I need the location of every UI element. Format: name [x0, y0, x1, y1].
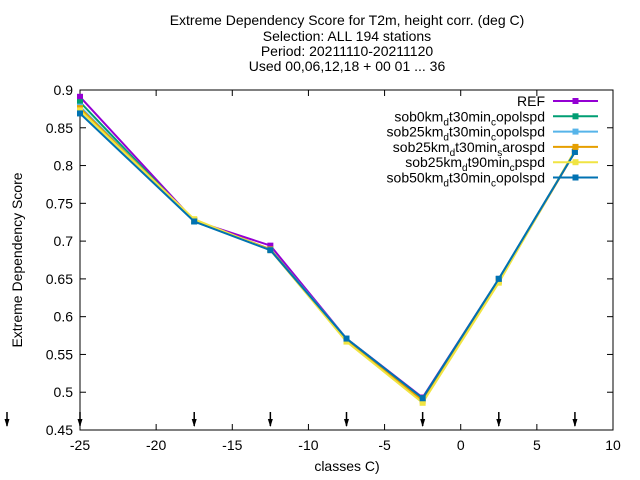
- data-point-0: [77, 93, 83, 100]
- data-point-5: [77, 110, 83, 117]
- legend-sample-point-3: [572, 143, 579, 150]
- data-point-0: [267, 242, 274, 249]
- chart-title-line-3: Period: 20211110-20211120: [260, 43, 434, 59]
- arrow-head: [420, 419, 426, 427]
- x-tick-label: -5: [378, 437, 391, 453]
- y-tick-label: 0.85: [46, 120, 73, 136]
- data-point-5: [571, 148, 578, 155]
- y-tick-label: 0.5: [54, 384, 74, 400]
- arrow-head: [572, 419, 578, 427]
- y-tick-label: 0.45: [46, 422, 73, 438]
- data-point-1: [77, 99, 83, 106]
- chart-title-line-1: Extreme Dependency Score for T2m, height…: [169, 12, 525, 28]
- data-point-5: [343, 335, 350, 342]
- arrow-head: [496, 419, 502, 427]
- x-tick-label: 5: [533, 437, 541, 453]
- chart-title-line-4: Used 00,06,12,18 + 00 01 ... 36: [248, 58, 446, 74]
- legend-label-5: sob50kmdt30mincopolspd: [387, 170, 545, 190]
- y-tick-label: 0.75: [46, 195, 73, 211]
- y-tick-label: 0.55: [46, 346, 73, 362]
- y-tick-label: 0.7: [54, 233, 74, 249]
- arrow-head: [267, 419, 273, 427]
- data-point-5: [495, 275, 502, 282]
- x-tick-label: -20: [146, 437, 166, 453]
- legend-label-4: sob25kmdt90mincpspd: [405, 154, 545, 174]
- legend-label-2: sob25kmdt30mincopolspd: [387, 124, 545, 144]
- x-tick-label: -25: [70, 437, 90, 453]
- chart-title-line-2: Selection: ALL 194 stations: [262, 28, 432, 44]
- data-point-4: [343, 338, 350, 345]
- y-tick-label: 0.6: [54, 309, 74, 325]
- y-tick-label: 0.8: [54, 158, 74, 174]
- legend-sample-point-5: [572, 174, 579, 181]
- legend-sample-point-2: [572, 128, 579, 135]
- legend-label-1: sob0kmdt30mincopolspd: [394, 108, 545, 128]
- x-tick-label: -10: [298, 437, 318, 453]
- series-line-1: [79, 101, 576, 400]
- legend-label-0: REF: [517, 93, 545, 109]
- series-line-0: [79, 96, 576, 399]
- arrow-head: [344, 419, 349, 427]
- data-point-5: [191, 218, 198, 225]
- legend-sample-point-4: [572, 159, 579, 166]
- arrow-head: [77, 419, 83, 427]
- legend-sample-point-0: [572, 98, 579, 104]
- arrow-head: [191, 419, 197, 427]
- data-point-4: [77, 107, 83, 114]
- data-point-4: [419, 399, 426, 406]
- legend-label-3: sob25kmdt30minsarospd: [393, 139, 545, 159]
- arrow-head-edge: [4, 419, 10, 427]
- data-point-4: [495, 279, 502, 286]
- x-tick-label: -15: [222, 437, 242, 453]
- x-tick-label: 0: [457, 437, 465, 453]
- x-tick-label: 10: [605, 437, 621, 453]
- data-point-5: [419, 395, 426, 402]
- y-axis-label: Extreme Dependency Score: [9, 172, 25, 348]
- plot-frame: [79, 89, 614, 431]
- legend-sample-point-1: [572, 113, 579, 120]
- y-tick-label: 0.9: [54, 82, 74, 98]
- x-axis-label: classes C): [314, 458, 380, 474]
- y-tick-label: 0.65: [46, 271, 73, 287]
- data-point-5: [267, 247, 274, 254]
